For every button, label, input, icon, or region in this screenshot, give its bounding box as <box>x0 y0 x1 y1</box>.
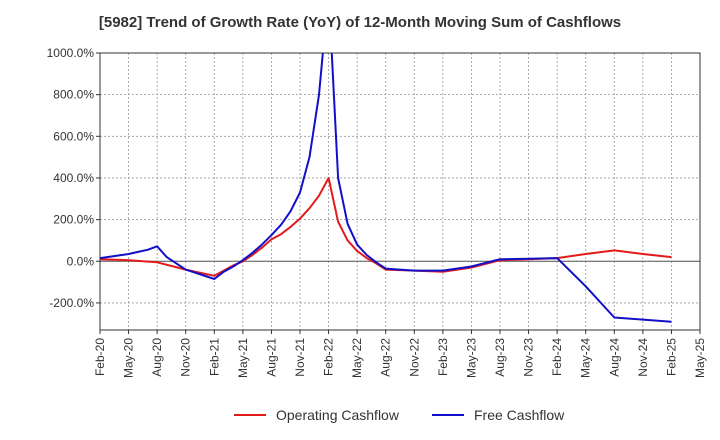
x-tick-label: Aug-23 <box>493 338 507 377</box>
x-tick-label: Aug-21 <box>264 338 278 377</box>
x-tick-label: Nov-24 <box>636 338 650 377</box>
y-tick-label: 0.0% <box>67 254 95 268</box>
series-lines <box>100 53 672 323</box>
y-tick-label: -200.0% <box>49 296 94 310</box>
y-tick-label: 800.0% <box>53 88 94 102</box>
x-tick-label: Nov-20 <box>179 338 193 377</box>
legend: Operating Cashflow Free Cashflow <box>234 407 565 423</box>
chart-title: [5982] Trend of Growth Rate (YoY) of 12-… <box>98 14 622 31</box>
x-tick-label: Feb-24 <box>550 338 564 376</box>
x-tick-label: May-21 <box>236 338 250 378</box>
x-tick-label: May-25 <box>693 338 707 378</box>
x-tick-label: May-22 <box>350 338 364 378</box>
legend-label: Free Cashflow <box>474 407 565 423</box>
x-tick-label: Nov-22 <box>407 338 421 377</box>
x-tick-label: May-20 <box>122 338 136 378</box>
plot-frame <box>99 52 701 331</box>
series-line-free-cashflow <box>100 53 672 323</box>
x-axis-ticks: Feb-20 May-20 Aug-20 Nov-20 Feb-21 May-21 Aug-… <box>93 330 707 378</box>
x-tick-label: Feb-25 <box>664 338 678 376</box>
x-tick-label: Aug-22 <box>379 338 393 377</box>
y-tick-label: 1000.0% <box>47 46 95 60</box>
y-axis-ticks: -200.0% 0.0% 200.0% 400.0% 600.0% 800.0% 1000.… <box>47 46 100 310</box>
x-tick-label: Feb-20 <box>93 338 107 376</box>
x-tick-label: Feb-22 <box>322 338 336 376</box>
x-tick-label: Aug-20 <box>150 338 164 377</box>
x-tick-label: Nov-23 <box>522 338 536 377</box>
x-tick-label: Feb-23 <box>436 338 450 376</box>
x-tick-label: May-24 <box>579 338 593 378</box>
plot-background <box>100 53 700 330</box>
y-tick-label: 400.0% <box>53 171 94 185</box>
y-tick-label: 200.0% <box>53 213 94 227</box>
x-tick-label: May-23 <box>464 338 478 378</box>
x-tick-label: Feb-21 <box>207 338 221 376</box>
y-tick-label: 600.0% <box>53 129 94 143</box>
legend-label: Operating Cashflow <box>276 407 400 423</box>
x-tick-label: Aug-24 <box>607 338 621 377</box>
x-tick-label: Nov-21 <box>293 338 307 377</box>
